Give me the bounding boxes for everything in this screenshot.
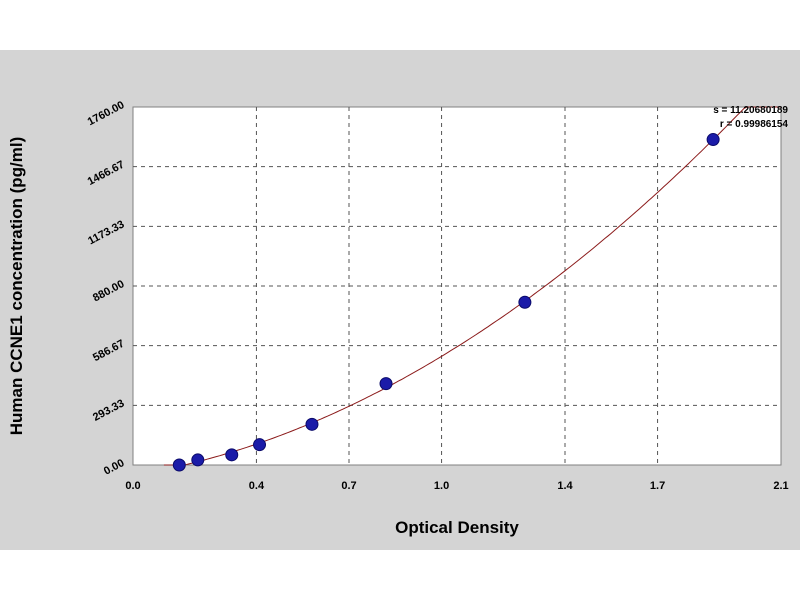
x-tick-label: 1.0 — [434, 480, 449, 492]
y-tick-label: 1760.00 — [86, 99, 127, 128]
fit-statistic-s: s = 11.20680189 — [713, 105, 788, 116]
y-tick-label: 880.00 — [91, 278, 126, 304]
x-tick-label: 1.4 — [557, 480, 573, 492]
data-point — [379, 377, 393, 391]
fit-curve — [163, 106, 781, 466]
data-point — [225, 448, 239, 462]
y-tick-labels: 0.00 293.33 586.67 880.00 1173.33 1466.67 1760… — [86, 99, 127, 478]
data-point — [706, 133, 720, 147]
y-tick-label: 1466.67 — [86, 159, 127, 188]
y-tick-label: 293.33 — [91, 397, 126, 423]
x-axis-title: Optical Density — [395, 518, 519, 537]
x-tick-label: 0.0 — [125, 480, 140, 492]
data-point — [518, 295, 532, 309]
x-tick-label: 0.4 — [249, 480, 265, 492]
y-tick-label: 0.00 — [102, 457, 127, 478]
chart-figure: 0.0 0.4 0.7 1.0 1.4 1.7 2.1 0.00 293.33 586.67 88… — [0, 50, 800, 550]
data-point — [305, 417, 319, 431]
y-tick-label: 1173.33 — [86, 218, 126, 247]
y-tick-label: 586.67 — [91, 338, 126, 364]
data-point — [172, 458, 186, 472]
data-point — [191, 453, 205, 467]
chart-svg: 0.0 0.4 0.7 1.0 1.4 1.7 2.1 0.00 293.33 586.67 88… — [7, 99, 789, 537]
data-points — [172, 133, 720, 472]
x-tick-labels: 0.0 0.4 0.7 1.0 1.4 1.7 2.1 — [125, 480, 788, 492]
x-tick-label: 0.7 — [341, 480, 356, 492]
y-axis-title: Human CCNE1 concentration (pg/ml) — [7, 137, 26, 435]
x-tick-label: 1.7 — [650, 480, 665, 492]
grid-layer — [133, 107, 781, 465]
fit-statistic-r: r = 0.99986154 — [719, 119, 788, 130]
data-point — [253, 438, 267, 452]
x-tick-label: 2.1 — [773, 480, 788, 492]
